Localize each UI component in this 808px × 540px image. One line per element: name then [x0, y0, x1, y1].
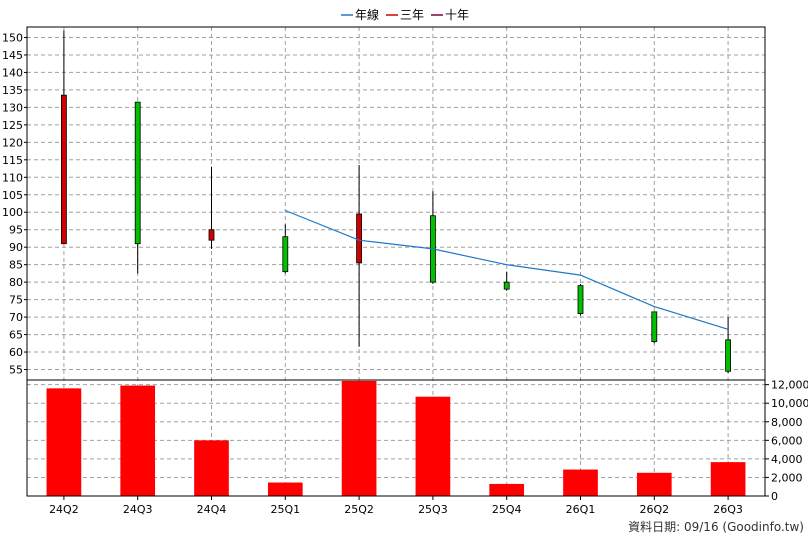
x-tick-label: 25Q4 [492, 503, 522, 516]
moving-average-lines [285, 209, 729, 330]
volume-tick-label: 4,000 [771, 453, 803, 466]
candle-body [651, 311, 658, 342]
volume-bar [563, 469, 598, 496]
x-tick-label: 26Q1 [566, 503, 596, 516]
price-tick-label: 135 [2, 84, 23, 97]
price-tick-label: 120 [2, 136, 23, 149]
price-gridlines [27, 27, 765, 496]
price-tick-label: 60 [9, 346, 23, 359]
legend-label-annual: 年線 [355, 7, 379, 22]
price-y-axis: 55 60 65 70 75 80 85 90 95 100 105 110 115 120 125 130 1… [2, 31, 27, 377]
x-tick-label: 25Q2 [344, 503, 374, 516]
volume-tick-label: 2,000 [771, 471, 803, 484]
price-tick-label: 115 [2, 154, 23, 167]
volume-bar [194, 440, 229, 496]
volume-bar [710, 462, 746, 496]
x-tick-label: 24Q2 [49, 503, 79, 516]
candle-body [61, 94, 67, 245]
price-tick-label: 95 [9, 224, 23, 237]
price-tick-label: 100 [2, 206, 23, 219]
price-tick-label: 85 [9, 259, 23, 272]
volume-bar [636, 472, 672, 496]
x-axis: 24Q2 24Q3 24Q4 25Q1 25Q2 25Q3 25Q4 26Q1 26Q2 26Q3 [49, 496, 743, 516]
candle-body [282, 236, 289, 273]
x-tick-label: 24Q4 [197, 503, 227, 516]
volume-bar [267, 482, 303, 496]
candle-body [725, 339, 731, 372]
volume-bar [341, 380, 377, 496]
x-tick-label: 25Q1 [270, 503, 300, 516]
x-tick-label: 25Q3 [418, 503, 448, 516]
price-tick-label: 130 [2, 101, 23, 114]
volume-bar [46, 388, 82, 496]
volume-tick-label: 10,000 [771, 397, 808, 410]
volume-tick-label: 0 [771, 490, 778, 503]
price-tick-label: 80 [9, 276, 23, 289]
volume-tick-label: 6,000 [771, 434, 803, 447]
volume-tick-label: 8,000 [771, 416, 803, 429]
volume-bar [415, 396, 451, 496]
price-tick-label: 110 [2, 171, 23, 184]
price-tick-label: 140 [2, 66, 23, 79]
legend-label-three-year: 三年 [400, 8, 424, 22]
annual-line [285, 209, 729, 330]
volume-bar [120, 385, 156, 496]
x-tick-label: 24Q3 [123, 503, 153, 516]
price-tick-label: 70 [9, 311, 23, 324]
candle-body [134, 101, 141, 245]
volume-bar [489, 483, 525, 496]
price-tick-label: 145 [2, 49, 23, 62]
footer-source: 資料日期: 09/16 (Goodinfo.tw) [628, 520, 804, 534]
price-tick-label: 65 [9, 329, 23, 342]
price-tick-label: 150 [2, 31, 23, 44]
candle-body [356, 213, 363, 264]
x-tick-label: 26Q3 [713, 503, 743, 516]
volume-y-axis: 0 2,000 4,000 6,000 8,000 10,000 12,000 [765, 379, 808, 503]
candle-body [577, 285, 584, 314]
candlesticks [61, 30, 731, 374]
candle-body [503, 281, 510, 290]
price-tick-label: 55 [9, 364, 23, 377]
price-tick-label: 125 [2, 119, 23, 132]
volume-bars [46, 380, 746, 496]
legend-label-ten-year: 十年 [445, 8, 469, 22]
price-tick-label: 75 [9, 294, 23, 307]
x-tick-label: 26Q2 [639, 503, 669, 516]
price-tick-label: 90 [9, 241, 23, 254]
plot-frame [26, 26, 766, 497]
candle-body [208, 229, 215, 241]
legend: 年線 三年 十年 [341, 7, 469, 22]
volume-tick-label: 12,000 [771, 379, 808, 392]
price-tick-label: 105 [2, 189, 23, 202]
